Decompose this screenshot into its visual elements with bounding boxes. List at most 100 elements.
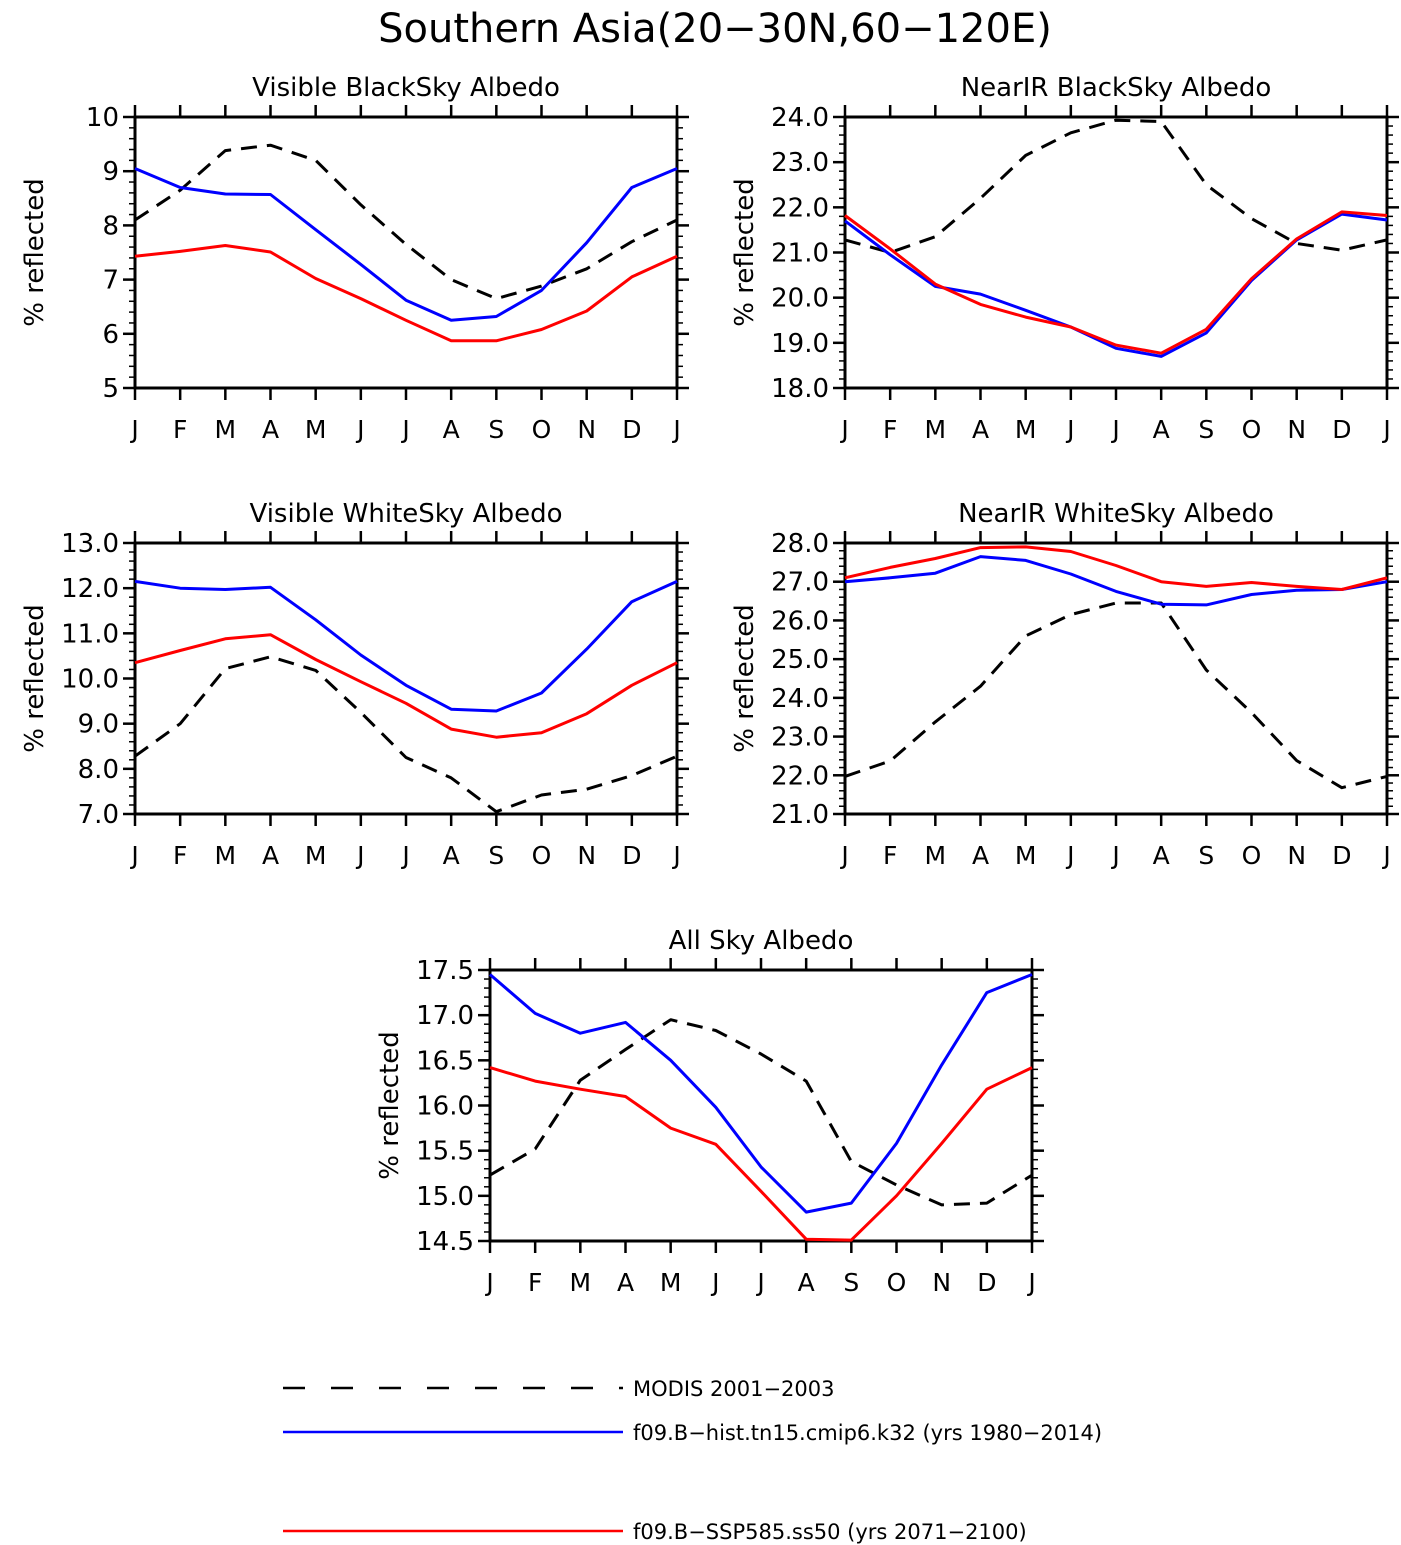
y-tick-label: 23.0 [771, 148, 829, 178]
x-tick-label: D [1332, 841, 1351, 870]
series-line-1 [844, 118, 1388, 254]
x-tick-label: D [977, 1268, 996, 1297]
x-tick-label: D [1332, 415, 1351, 444]
plot-frame [488, 968, 1034, 1243]
panel-title: NearIR WhiteSky Albedo [958, 499, 1274, 529]
x-tick-label: J [839, 415, 848, 444]
x-tick-label: M [660, 1268, 682, 1297]
x-tick-label: M [215, 841, 237, 870]
series-line-3 [844, 210, 1388, 355]
y-tick-label: 17.5 [416, 956, 474, 986]
series-line-3 [134, 244, 678, 343]
y-tick-label: 14.5 [416, 1227, 474, 1257]
x-tick-label: J [1065, 841, 1074, 870]
x-tick-label: M [925, 415, 947, 444]
x-tick-label: O [532, 415, 552, 444]
y-tick-label: 15.0 [416, 1182, 474, 1212]
y-tick-label: 6 [102, 320, 119, 350]
plot-frame [133, 115, 679, 390]
x-tick-label: O [887, 1268, 907, 1297]
y-tick-label: 10.0 [61, 665, 119, 695]
y-tick-label: 25.0 [771, 645, 829, 675]
x-tick-label: A [798, 1268, 815, 1297]
x-tick-label: S [1198, 415, 1214, 444]
x-tick-label: J [1065, 415, 1074, 444]
x-tick-label: J [355, 415, 364, 444]
x-tick-label: J [1381, 841, 1390, 870]
x-tick-label: J [839, 841, 848, 870]
y-axis-label: % reflected [375, 1031, 405, 1179]
y-axis-label: % reflected [730, 604, 760, 752]
panel-title: Visible WhiteSky Albedo [249, 499, 562, 529]
series-line-1 [134, 143, 678, 301]
x-tick-label: J [129, 841, 138, 870]
x-tick-label: J [129, 415, 138, 444]
x-tick-label: J [755, 1268, 764, 1297]
x-tick-label: M [305, 841, 327, 870]
legend-label-3: f09.B−SSP585.ss50 (yrs 2071−2100) [633, 1520, 1027, 1544]
x-tick-label: M [925, 841, 947, 870]
x-tick-label: J [710, 1268, 719, 1297]
y-tick-label: 15.5 [416, 1137, 474, 1167]
x-tick-label: J [1110, 415, 1119, 444]
x-tick-label: M [215, 415, 237, 444]
x-tick-label: J [355, 841, 364, 870]
legend: MODIS 2001−2003 f09.B−hist.tn15.cmip6.k32… [283, 1377, 1102, 1544]
x-tick-label: J [400, 841, 409, 870]
x-tick-label: J [400, 415, 409, 444]
y-tick-label: 23.0 [771, 723, 829, 753]
series-line-2 [134, 167, 678, 322]
y-tick-label: 24.0 [771, 103, 829, 133]
y-tick-label: 7.0 [78, 800, 119, 830]
legend-label-2: f09.B−hist.tn15.cmip6.k32 (yrs 1980−2014… [633, 1421, 1102, 1445]
x-tick-label: D [622, 841, 641, 870]
y-tick-label: 8 [102, 211, 119, 241]
x-tick-label: N [932, 1268, 951, 1297]
figure-title: Southern Asia(20−30N,60−120E) [378, 6, 1052, 52]
series-line-2 [844, 555, 1388, 607]
series-line-1 [844, 601, 1388, 790]
y-tick-label: 17.0 [416, 1001, 474, 1031]
series-line-2 [134, 579, 678, 713]
panel-title: Visible BlackSky Albedo [252, 73, 560, 103]
x-tick-label: N [1287, 841, 1306, 870]
x-tick-label: A [262, 841, 279, 870]
x-tick-label: J [1381, 415, 1390, 444]
x-tick-label: J [1026, 1268, 1035, 1297]
x-tick-label: M [570, 1268, 592, 1297]
y-tick-label: 22.0 [771, 761, 829, 791]
x-tick-label: S [843, 1268, 859, 1297]
x-tick-label: O [1242, 415, 1262, 444]
y-tick-label: 20.0 [771, 284, 829, 314]
x-tick-label: A [443, 841, 460, 870]
x-tick-label: M [1015, 841, 1037, 870]
x-tick-label: M [1015, 415, 1037, 444]
y-tick-label: 5 [102, 374, 119, 404]
panel-title: NearIR BlackSky Albedo [961, 73, 1272, 103]
y-tick-label: 16.5 [416, 1046, 474, 1076]
x-tick-label: A [1153, 841, 1170, 870]
x-tick-label: O [532, 841, 552, 870]
x-tick-label: S [488, 415, 504, 444]
x-tick-label: J [1110, 841, 1119, 870]
y-axis-label: % reflected [20, 604, 50, 752]
x-tick-label: J [671, 415, 680, 444]
x-tick-label: A [1153, 415, 1170, 444]
y-tick-label: 19.0 [771, 329, 829, 359]
x-tick-label: N [577, 841, 596, 870]
x-tick-label: J [484, 1268, 493, 1297]
series-line-2 [489, 973, 1033, 1214]
series-line-1 [134, 655, 678, 814]
x-tick-label: O [1242, 841, 1262, 870]
y-tick-label: 8.0 [78, 755, 119, 785]
x-tick-label: S [488, 841, 504, 870]
y-tick-label: 21.0 [771, 800, 829, 830]
y-tick-label: 16.0 [416, 1092, 474, 1122]
legend-label-1: MODIS 2001−2003 [633, 1377, 835, 1401]
panel-title: All Sky Albedo [669, 926, 854, 956]
